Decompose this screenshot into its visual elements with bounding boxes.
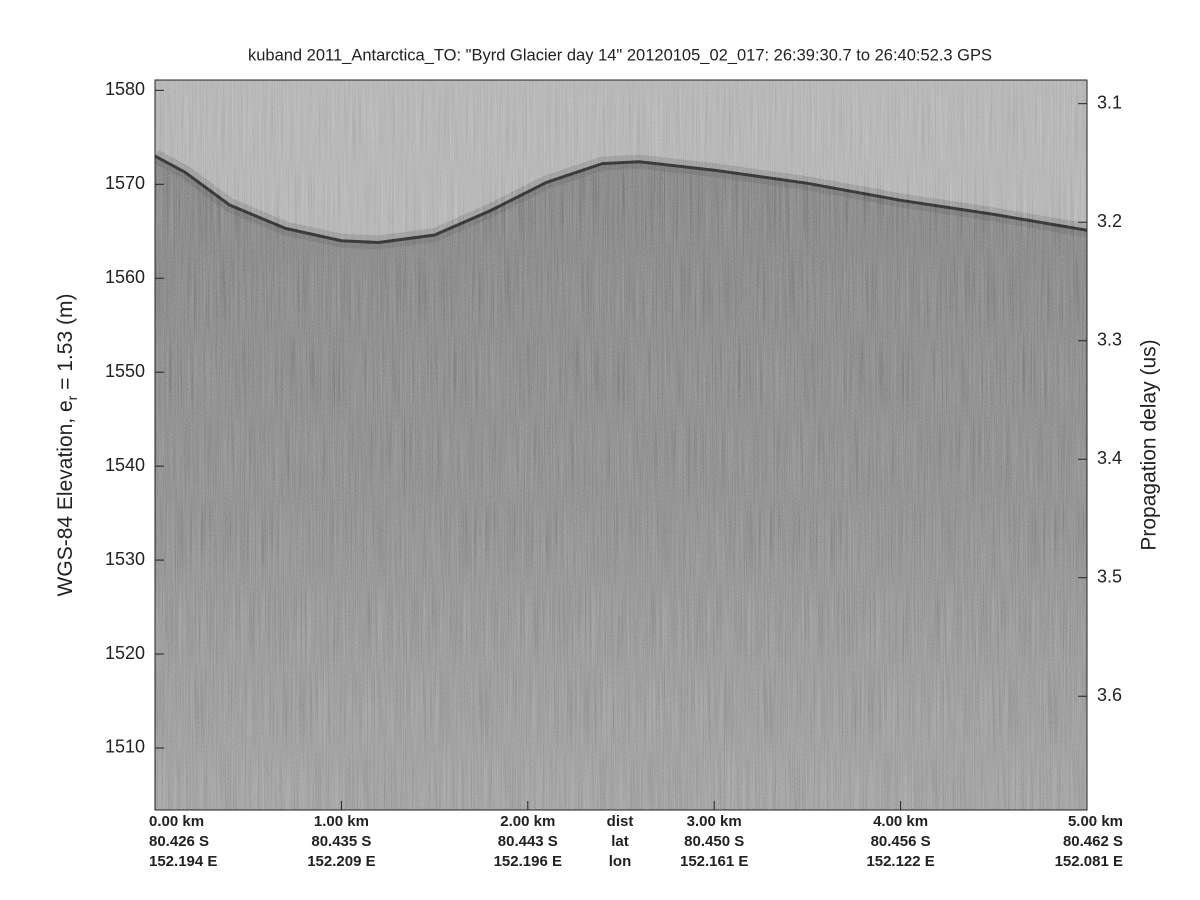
x-tick-label: 5.00 km: [1068, 813, 1123, 830]
y-axis-label: WGS-84 Elevation, er = 1.53 (m): [54, 294, 80, 597]
lon-label: 152.196 E: [494, 853, 562, 870]
y2-tick-label: 3.1: [1097, 92, 1122, 112]
lat-label: 80.462 S: [1063, 833, 1123, 850]
y-tick-label: 1520: [105, 643, 145, 663]
x-tick-label: 4.00 km: [873, 813, 928, 830]
y-tick-label: 1540: [105, 455, 145, 475]
y2-tick-label: 3.6: [1097, 685, 1122, 705]
lon-label: 152.081 E: [1055, 853, 1123, 870]
lat-label: 80.443 S: [498, 833, 558, 850]
y-tick-label: 1570: [105, 173, 145, 193]
lat-label: 80.435 S: [311, 833, 371, 850]
lon-label: 152.161 E: [680, 853, 748, 870]
lon-label: 152.122 E: [866, 853, 934, 870]
y2-axis-label: Propagation delay (us): [1138, 339, 1161, 550]
echogram-image: [155, 80, 1087, 810]
chart-title: kuband 2011_Antarctica_TO: "Byrd Glacier…: [248, 46, 992, 64]
y-tick-label: 1510: [105, 737, 145, 757]
row-name: lat: [611, 833, 629, 850]
y2-tick-label: 3.2: [1097, 211, 1122, 231]
x-tick-label: 1.00 km: [314, 813, 369, 830]
lat-label: 80.426 S: [149, 833, 209, 850]
plot-frame: [154, 79, 1088, 811]
x-tick-label: 0.00 km: [149, 813, 204, 830]
y-tick-label: 1560: [105, 267, 145, 287]
y-tick-label: 1550: [105, 361, 145, 381]
lat-label: 80.450 S: [684, 833, 744, 850]
y2-tick-label: 3.5: [1097, 566, 1122, 586]
lon-label: 152.194 E: [149, 853, 217, 870]
y-tick-label: 1580: [105, 79, 145, 99]
image-speckle: [155, 80, 1087, 810]
lon-label: 152.209 E: [307, 853, 375, 870]
y2-tick-label: 3.3: [1097, 329, 1122, 349]
y-tick-label: 1530: [105, 549, 145, 569]
lat-label: 80.456 S: [871, 833, 931, 850]
y2-tick-label: 3.4: [1097, 448, 1122, 468]
x-tick-label: 3.00 km: [687, 813, 742, 830]
row-name: dist: [607, 813, 634, 830]
x-tick-label: 2.00 km: [500, 813, 555, 830]
row-name: lon: [609, 853, 632, 870]
